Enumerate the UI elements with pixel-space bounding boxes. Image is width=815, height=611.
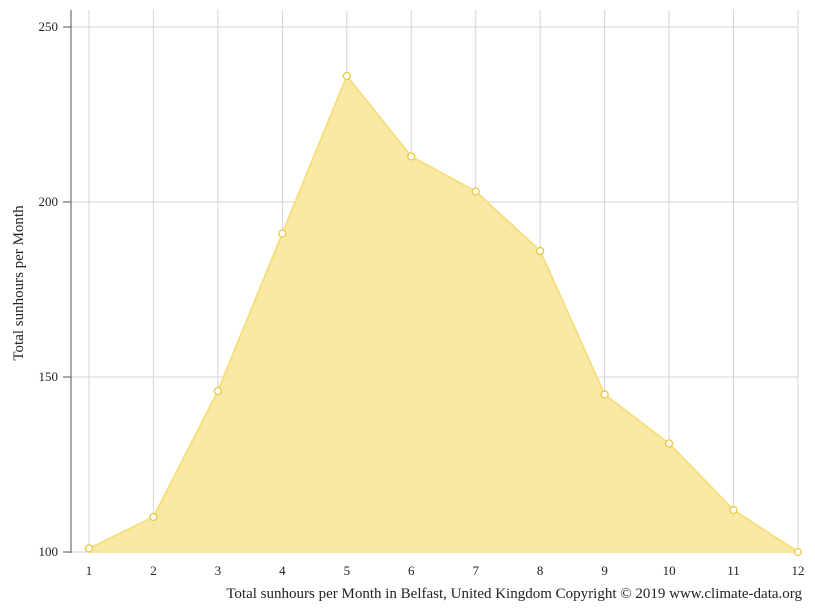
data-point xyxy=(536,246,545,256)
plot-area xyxy=(88,74,799,553)
y-tick-label: 100 xyxy=(39,544,59,559)
x-tick-label: 7 xyxy=(472,563,479,578)
y-tick-label: 150 xyxy=(39,369,59,384)
data-point xyxy=(407,152,416,161)
x-tick-label: 11 xyxy=(727,563,740,578)
data-point xyxy=(342,71,351,81)
x-tick-label: 1 xyxy=(86,563,93,578)
x-tick-label: 3 xyxy=(215,563,222,578)
area-fill xyxy=(89,76,798,553)
x-tick-label: 10 xyxy=(663,563,676,578)
x-tick-label: 4 xyxy=(279,563,286,578)
data-point xyxy=(213,386,223,396)
data-points xyxy=(84,71,803,557)
x-tick-label: 5 xyxy=(344,563,351,578)
x-tick-label: 6 xyxy=(408,563,415,578)
y-tick-label: 250 xyxy=(39,19,59,34)
data-point xyxy=(729,505,738,515)
axes xyxy=(63,10,72,553)
y-axis-title: Total sunhours per Month xyxy=(11,205,27,361)
data-point xyxy=(278,229,287,238)
x-tick-label: 2 xyxy=(150,563,157,578)
x-tick-label: 12 xyxy=(792,563,805,578)
data-point xyxy=(793,547,803,557)
data-point xyxy=(149,512,158,522)
y-tick-label: 200 xyxy=(39,194,59,209)
series-line xyxy=(88,74,799,553)
chart-caption: Total sunhours per Month in Belfast, Uni… xyxy=(226,586,802,602)
x-tick-label: 9 xyxy=(601,563,608,578)
data-point xyxy=(84,544,94,553)
x-tick-label: 8 xyxy=(537,563,544,578)
data-point xyxy=(471,187,480,196)
data-point xyxy=(664,439,674,448)
data-point xyxy=(600,390,609,399)
